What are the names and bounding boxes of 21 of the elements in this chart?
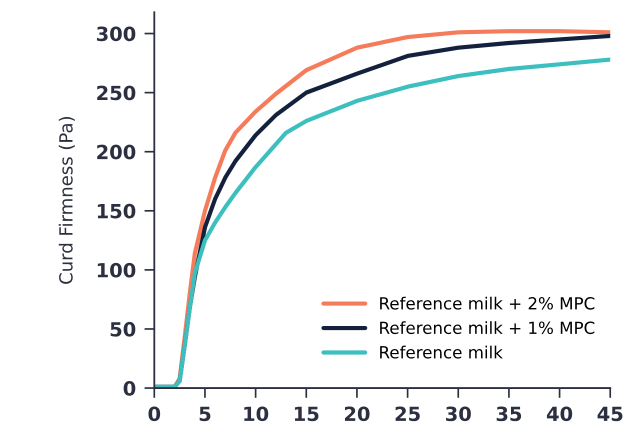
legend-label: Reference milk + 1% MPC: [380, 321, 594, 334]
x-tick-label: 25: [396, 406, 420, 422]
x-tick-label: 10: [244, 406, 268, 422]
y-tick-label: 300: [96, 26, 136, 42]
x-tick-label: 30: [446, 406, 471, 422]
x-tick-label: 35: [496, 406, 522, 422]
x-tick-label: 40: [546, 406, 572, 422]
y-tick-label: 100: [98, 262, 136, 278]
legend-label: Reference milk + 2% MPC: [380, 296, 594, 310]
y-tick-label: 50: [110, 322, 136, 337]
y-tick-label: 150: [98, 204, 136, 218]
legend-label: Reference milk: [380, 346, 503, 359]
y-axis-title: Curd Firmness (Pa): [58, 116, 75, 284]
x-tick-label: 45: [598, 406, 622, 422]
y-tick-label: 250: [97, 86, 136, 100]
x-tick-label: 20: [344, 406, 370, 422]
y-tick-label: 0: [124, 381, 136, 396]
x-tick-label: 5: [200, 406, 210, 422]
x-tick-label: 0: [148, 406, 160, 422]
x-tick-label: 15: [294, 406, 318, 422]
y-tick-label: 200: [97, 144, 136, 160]
